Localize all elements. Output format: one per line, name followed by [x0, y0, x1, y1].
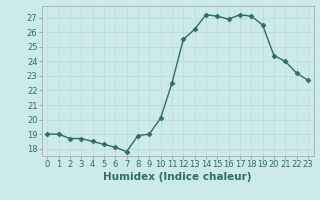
- X-axis label: Humidex (Indice chaleur): Humidex (Indice chaleur): [103, 172, 252, 182]
